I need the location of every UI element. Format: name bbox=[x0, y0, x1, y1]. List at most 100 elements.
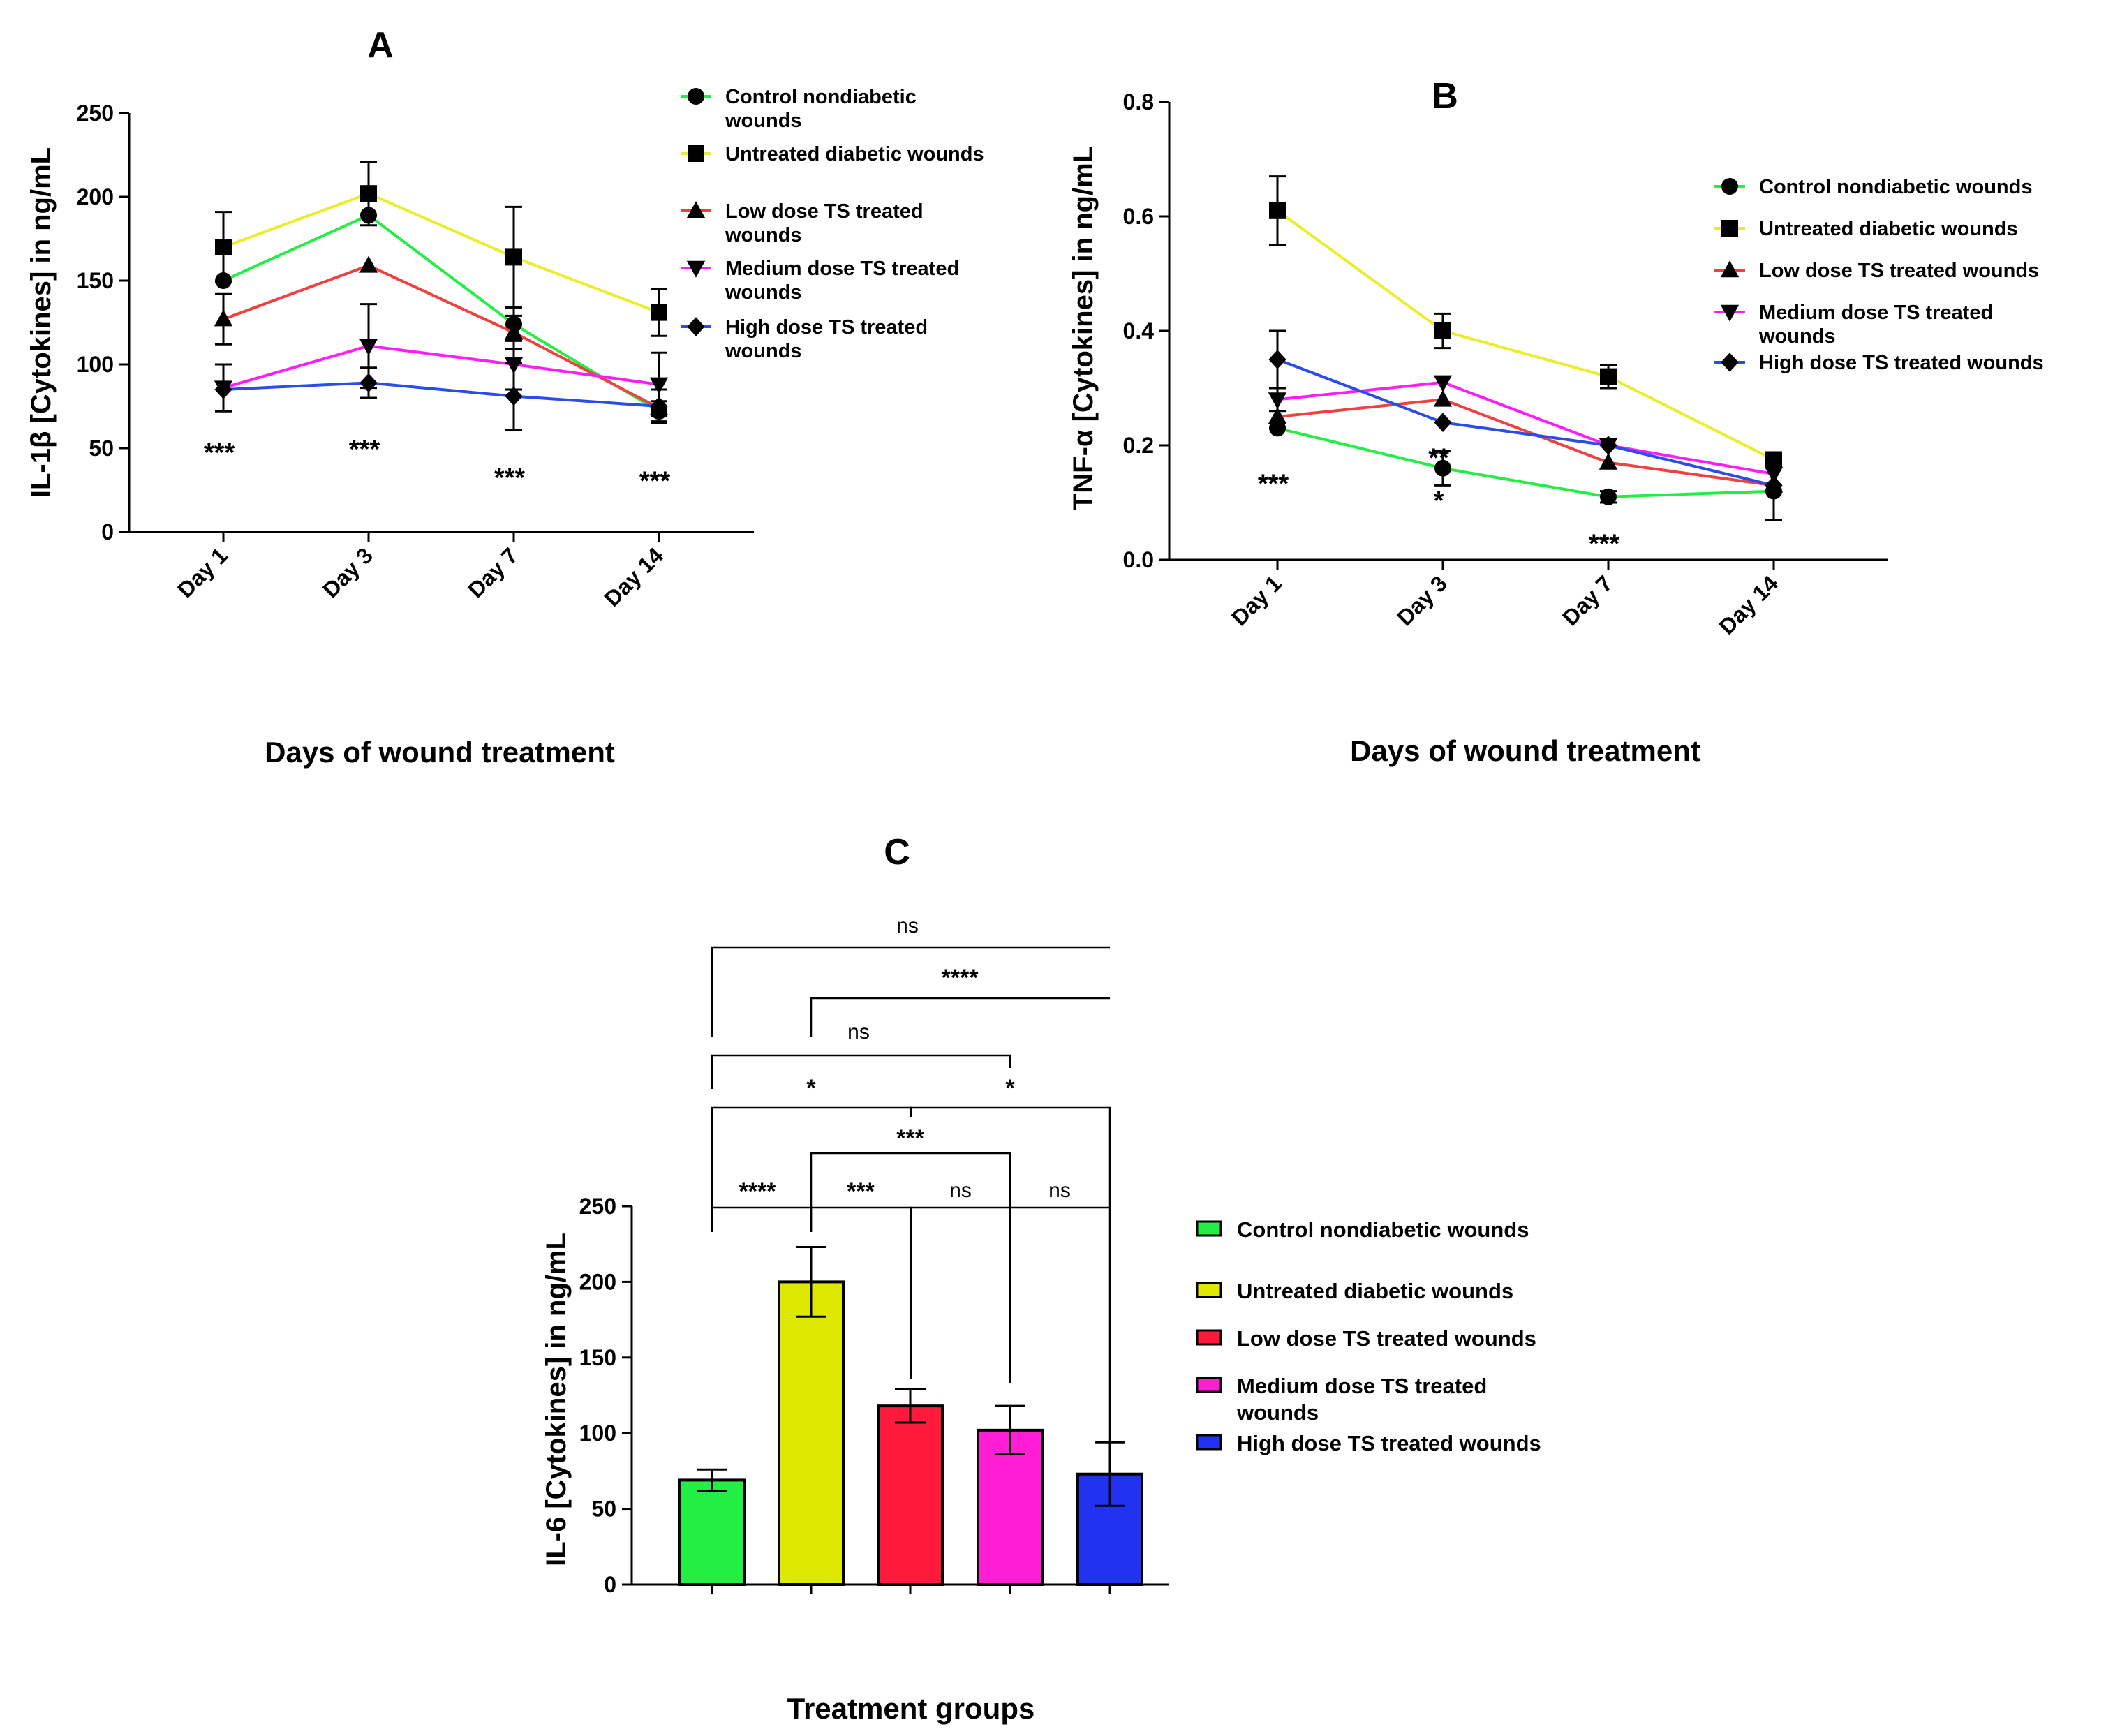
panel-b-legend-control-nondiabetic-wounds-label: Control nondiabetic wounds bbox=[1759, 176, 2032, 198]
panel-b-y-axis-title: TNF-α [Cytokines] in ng/mL bbox=[1068, 146, 1099, 510]
panel-c-legend-low-dose-ts-treated-wounds-swatch bbox=[1196, 1329, 1222, 1346]
panel-b-series-control-nondiabetic-wounds-point bbox=[1434, 459, 1451, 477]
panel-c-il6-chart: C IL-6 [Cytokines] in ng/mL Treatment gr… bbox=[541, 832, 1541, 1725]
panel-a-series: *** *** *** *** bbox=[204, 161, 671, 496]
panel-c-y-tick-label: 50 bbox=[591, 1497, 616, 1522]
panel-c-bracket-0-1-label: **** bbox=[739, 1178, 777, 1205]
panel-c-legend-control-nondiabetic-wounds-label: Control nondiabetic wounds bbox=[1237, 1217, 1529, 1242]
panel-a-label: A bbox=[367, 25, 394, 66]
panel-b-series-medium-dose-ts-treated-wounds-point bbox=[1268, 392, 1287, 410]
panel-a-y-tick-label: 250 bbox=[77, 101, 114, 126]
panel-a-legend-medium-dose-ts-treated-wounds-label: Medium dose TS treated bbox=[725, 258, 959, 280]
panel-a-series-medium-dose-ts-treated-wounds-line bbox=[223, 344, 660, 390]
panel-c-legend-medium-dose-ts-treated-wounds-swatch bbox=[1196, 1377, 1222, 1393]
panel-c-legend-low-dose-ts-treated-wounds-label: Low dose TS treated wounds bbox=[1237, 1326, 1536, 1351]
panel-a-significance-mark: *** bbox=[204, 438, 235, 468]
panel-c-legend-high-dose-ts-treated-wounds-swatch bbox=[1196, 1434, 1222, 1451]
panel-c-bracket-1-3 bbox=[810, 1152, 1011, 1208]
panel-c-bracket-1-4 bbox=[810, 997, 1110, 1037]
panel-b-series-untreated-diabetic-wounds-point bbox=[1434, 322, 1451, 339]
panel-b-series-untreated-diabetic-wounds-point bbox=[1765, 451, 1782, 468]
panel-b-series-low-dose-ts-treated-wounds-line bbox=[1277, 398, 1774, 487]
panel-a-legend-untreated-diabetic-wounds-label: Untreated diabetic wounds bbox=[725, 143, 984, 165]
panel-b-series-medium-dose-ts-treated-wounds-point bbox=[1764, 466, 1784, 484]
panel-a-series-high-dose-ts-treated-wounds-point bbox=[650, 396, 668, 416]
panel-a-series-untreated-diabetic-wounds-point bbox=[505, 248, 522, 266]
panel-c-bracket-3-4 bbox=[1009, 1206, 1111, 1445]
panel-c-legend: Control nondiabetic wounds Untreated diab… bbox=[1196, 1217, 1541, 1455]
panel-c-legend-high-dose-ts-treated-wounds-label: High dose TS treated wounds bbox=[1237, 1431, 1541, 1455]
panel-a-legend-high-dose-ts-treated-wounds-label: wounds bbox=[725, 340, 802, 362]
panel-a-legend-low-dose-ts-treated-wounds-label: Low dose TS treated bbox=[725, 200, 924, 223]
panel-a-y-axis-title: IL-1β [Cytokines] in ng/mL bbox=[26, 147, 57, 498]
panel-b-series-control-nondiabetic-wounds-point bbox=[1600, 488, 1617, 505]
panel-c-y-tick-label: 100 bbox=[579, 1420, 616, 1446]
panel-a-significance-mark: *** bbox=[494, 463, 526, 493]
panel-c-bracket-0-3 bbox=[711, 1054, 1011, 1089]
panel-c-bracket-1-4-label: **** bbox=[942, 965, 979, 991]
panel-c-bracket-2-3 bbox=[910, 1206, 1011, 1383]
panel-b-y-tick-label: 0.0 bbox=[1123, 547, 1154, 572]
panel-b-legend-untreated-diabetic-wounds-marker bbox=[1721, 220, 1738, 237]
panel-c-bracket-0-4 bbox=[711, 946, 1110, 1037]
panel-b-legend-medium-dose-ts-treated-wounds-marker bbox=[1720, 304, 1740, 322]
panel-a-legend-high-dose-ts-treated-wounds-label: High dose TS treated bbox=[725, 316, 928, 339]
panel-b-series-low-dose-ts-treated-wounds-point bbox=[1433, 390, 1453, 407]
panel-c-y-tick-label: 0 bbox=[604, 1572, 616, 1597]
panel-a-series-low-dose-ts-treated-wounds-line bbox=[223, 264, 660, 410]
panel-a-legend-untreated-diabetic-wounds-marker bbox=[688, 145, 704, 162]
panel-a-axes: 0 50 100 150 200 250 Day 1 Day 3 Day 7 Day 14 bbox=[77, 101, 754, 611]
panel-b-significance-mark: ** bbox=[1428, 443, 1449, 473]
panel-a-series-low-dose-ts-treated-wounds-point bbox=[359, 255, 378, 273]
panel-a-series-control-nondiabetic-wounds-line bbox=[223, 214, 660, 413]
panel-b-y-tick-label: 0.6 bbox=[1123, 204, 1154, 229]
panel-a-x-tick-label: Day 3 bbox=[318, 542, 378, 602]
panel-b-legend-high-dose-ts-treated-wounds-label: High dose TS treated wounds bbox=[1759, 352, 2044, 374]
panel-a-y-tick-label: 150 bbox=[77, 268, 114, 293]
panel-a-x-tick-label: Day 7 bbox=[463, 542, 523, 602]
panel-a-significance-mark: *** bbox=[639, 467, 671, 496]
panel-b-series-high-dose-ts-treated-wounds-point bbox=[1268, 350, 1286, 369]
panel-b-legend-low-dose-ts-treated-wounds-marker bbox=[1720, 260, 1740, 278]
panel-c-bracket-1-2 bbox=[810, 1206, 912, 1242]
panel-c-bracket-2-4-label: * bbox=[1005, 1075, 1015, 1101]
panel-b-label: B bbox=[1432, 76, 1458, 117]
panel-b-legend-high-dose-ts-treated-wounds-marker bbox=[1721, 353, 1739, 372]
panel-b-series-control-nondiabetic-wounds-point bbox=[1269, 420, 1286, 437]
panel-c-bracket-0-4-label: ns bbox=[896, 914, 919, 937]
panel-a-legend-control-nondiabetic-wounds-marker bbox=[688, 88, 704, 105]
panel-a-legend-medium-dose-ts-treated-wounds-marker bbox=[686, 260, 706, 278]
panel-b-x-tick-label: Day 1 bbox=[1226, 570, 1286, 630]
panel-a-il1b-chart: A IL-1β [Cytokines] in ng/mL Days of wou… bbox=[26, 25, 984, 769]
panel-c-label: C bbox=[884, 832, 910, 873]
panel-b-series-control-nondiabetic-wounds-line bbox=[1277, 426, 1774, 498]
panel-a-series-medium-dose-ts-treated-wounds-point bbox=[649, 377, 669, 394]
panel-a-x-tick-label: Day 1 bbox=[172, 542, 232, 602]
panel-c-legend-untreated-diabetic-wounds-label: Untreated diabetic wounds bbox=[1237, 1279, 1513, 1303]
panel-b-legend-control-nondiabetic-wounds-marker bbox=[1721, 178, 1738, 195]
panel-b-series-medium-dose-ts-treated-wounds-line bbox=[1277, 380, 1774, 475]
panel-a-x-tick-label: Day 14 bbox=[600, 542, 669, 611]
panel-b-series-high-dose-ts-treated-wounds-point bbox=[1434, 413, 1452, 432]
panel-b-significance-mark: *** bbox=[1589, 529, 1620, 558]
panel-a-significance-mark: *** bbox=[349, 435, 380, 464]
panel-b-tnfa-chart: B TNF-α [Cytokines] in ng/mL Days of wou… bbox=[1068, 76, 2044, 767]
panel-b-legend-medium-dose-ts-treated-wounds-label: wounds bbox=[1758, 325, 1836, 348]
panel-c-legend-control-nondiabetic-wounds-swatch bbox=[1196, 1220, 1222, 1237]
panel-c-x-axis-title: Treatment groups bbox=[787, 1692, 1035, 1725]
panel-a-series-high-dose-ts-treated-wounds-line bbox=[223, 381, 660, 408]
panel-b-series-low-dose-ts-treated-wounds-point bbox=[1599, 452, 1618, 470]
panel-a-series-low-dose-ts-treated-wounds-point bbox=[214, 309, 233, 327]
panel-c-legend-medium-dose-ts-treated-wounds-label: Medium dose TS treated bbox=[1237, 1374, 1487, 1398]
panel-a-series-untreated-diabetic-wounds-line bbox=[223, 192, 660, 314]
panel-a-y-tick-label: 0 bbox=[101, 519, 114, 544]
panel-a-y-tick-label: 100 bbox=[77, 352, 114, 377]
panel-b-series-untreated-diabetic-wounds-line bbox=[1276, 209, 1774, 461]
panel-c-legend-untreated-diabetic-wounds-swatch bbox=[1196, 1282, 1222, 1298]
panel-c-bars bbox=[678, 1246, 1143, 1587]
panel-b-series-high-dose-ts-treated-wounds-point bbox=[1765, 475, 1783, 496]
panel-a-legend-low-dose-ts-treated-wounds-marker bbox=[686, 201, 706, 218]
panel-b-y-tick-label: 0.8 bbox=[1123, 89, 1154, 114]
panel-b-significance-mark: * bbox=[1434, 487, 1444, 516]
panel-c-y-tick-label: 250 bbox=[579, 1194, 616, 1219]
